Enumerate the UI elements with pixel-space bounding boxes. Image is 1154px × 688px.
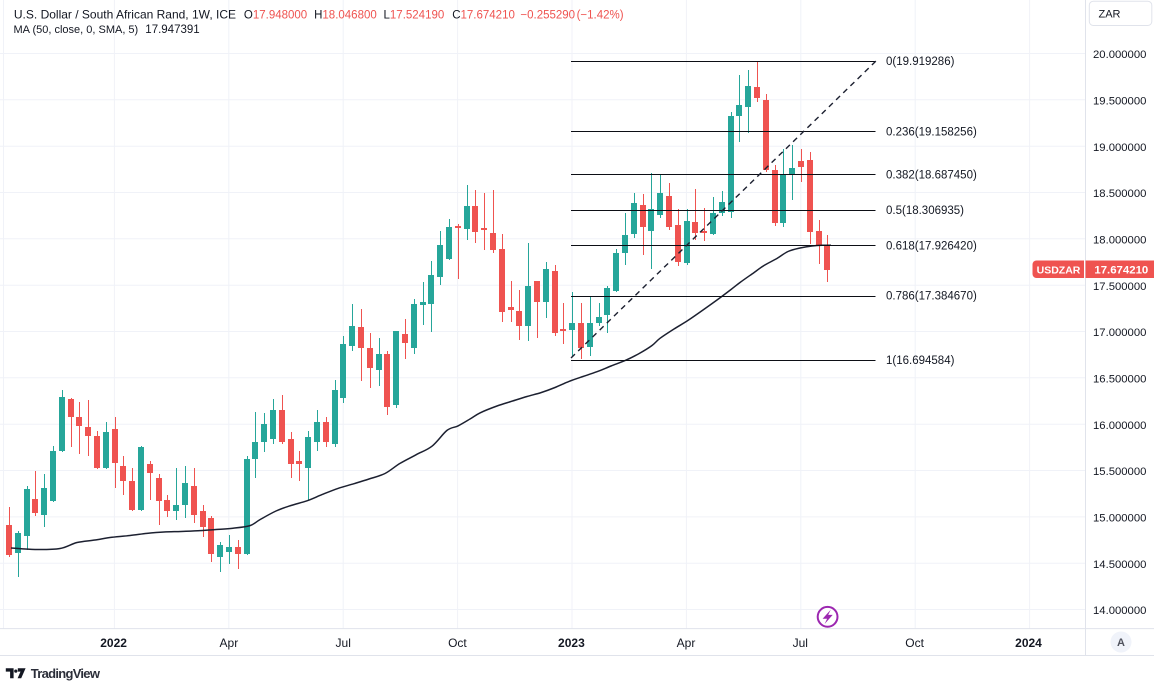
svg-text:Jul: Jul: [793, 636, 808, 650]
svg-text:Oct: Oct: [448, 636, 467, 650]
svg-text:15.500000: 15.500000: [1093, 466, 1146, 478]
svg-text:2024: 2024: [1015, 636, 1042, 650]
svg-text:18.000000: 18.000000: [1093, 234, 1146, 246]
svg-text:0.236(19.158256): 0.236(19.158256): [886, 126, 977, 138]
svg-text:16.500000: 16.500000: [1093, 373, 1146, 385]
svg-text:1(16.694584): 1(16.694584): [886, 355, 955, 367]
svg-text:2023: 2023: [558, 636, 585, 650]
svg-text:2022: 2022: [100, 636, 127, 650]
svg-text:0(19.919286): 0(19.919286): [886, 56, 955, 68]
svg-text:0.382(18.687450): 0.382(18.687450): [886, 169, 977, 181]
svg-text:A: A: [1117, 637, 1125, 649]
svg-text:18.500000: 18.500000: [1093, 188, 1146, 200]
svg-text:17.500000: 17.500000: [1093, 281, 1146, 293]
svg-text:16.000000: 16.000000: [1093, 420, 1146, 432]
svg-text:20.000000: 20.000000: [1093, 49, 1146, 61]
svg-text:Apr: Apr: [677, 636, 696, 650]
svg-text:19.000000: 19.000000: [1093, 142, 1146, 154]
svg-text:Apr: Apr: [220, 636, 239, 650]
svg-text:17.674210: 17.674210: [1094, 264, 1148, 276]
svg-text:17.000000: 17.000000: [1093, 327, 1146, 339]
svg-text:14.000000: 14.000000: [1093, 605, 1146, 617]
svg-text:O17.948000: O17.948000: [244, 9, 307, 21]
svg-text:0.786(17.384670): 0.786(17.384670): [886, 291, 977, 303]
svg-text:15.000000: 15.000000: [1093, 513, 1146, 525]
svg-text:Oct: Oct: [905, 636, 924, 650]
svg-text:17.947391: 17.947391: [145, 24, 199, 36]
svg-text:0.5(18.306935): 0.5(18.306935): [886, 205, 964, 217]
svg-text:14.500000: 14.500000: [1093, 559, 1146, 571]
svg-text:−0.255290: −0.255290: [520, 9, 575, 21]
svg-text:U.S. Dollar / South African Ra: U.S. Dollar / South African Rand, 1W, IC…: [14, 8, 236, 22]
svg-text:ZAR: ZAR: [1099, 9, 1121, 21]
svg-text:19.500000: 19.500000: [1093, 95, 1146, 107]
svg-text:(−1.42%): (−1.42%): [577, 9, 624, 21]
svg-text:Jul: Jul: [336, 636, 351, 650]
svg-text:C17.674210: C17.674210: [452, 9, 515, 21]
svg-text:0.618(17.926420): 0.618(17.926420): [886, 241, 977, 253]
svg-text:L17.524190: L17.524190: [384, 9, 445, 21]
svg-text:TradingView: TradingView: [31, 666, 101, 681]
svg-text:MA (50, close, 0, SMA, 5): MA (50, close, 0, SMA, 5): [14, 24, 139, 36]
svg-text:H18.046800: H18.046800: [314, 9, 377, 21]
svg-text:USDZAR: USDZAR: [1037, 264, 1081, 276]
